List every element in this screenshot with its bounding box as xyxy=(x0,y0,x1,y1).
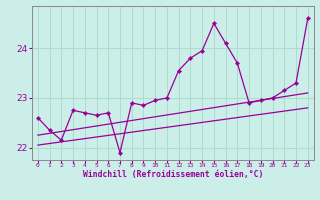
X-axis label: Windchill (Refroidissement éolien,°C): Windchill (Refroidissement éolien,°C) xyxy=(83,170,263,179)
